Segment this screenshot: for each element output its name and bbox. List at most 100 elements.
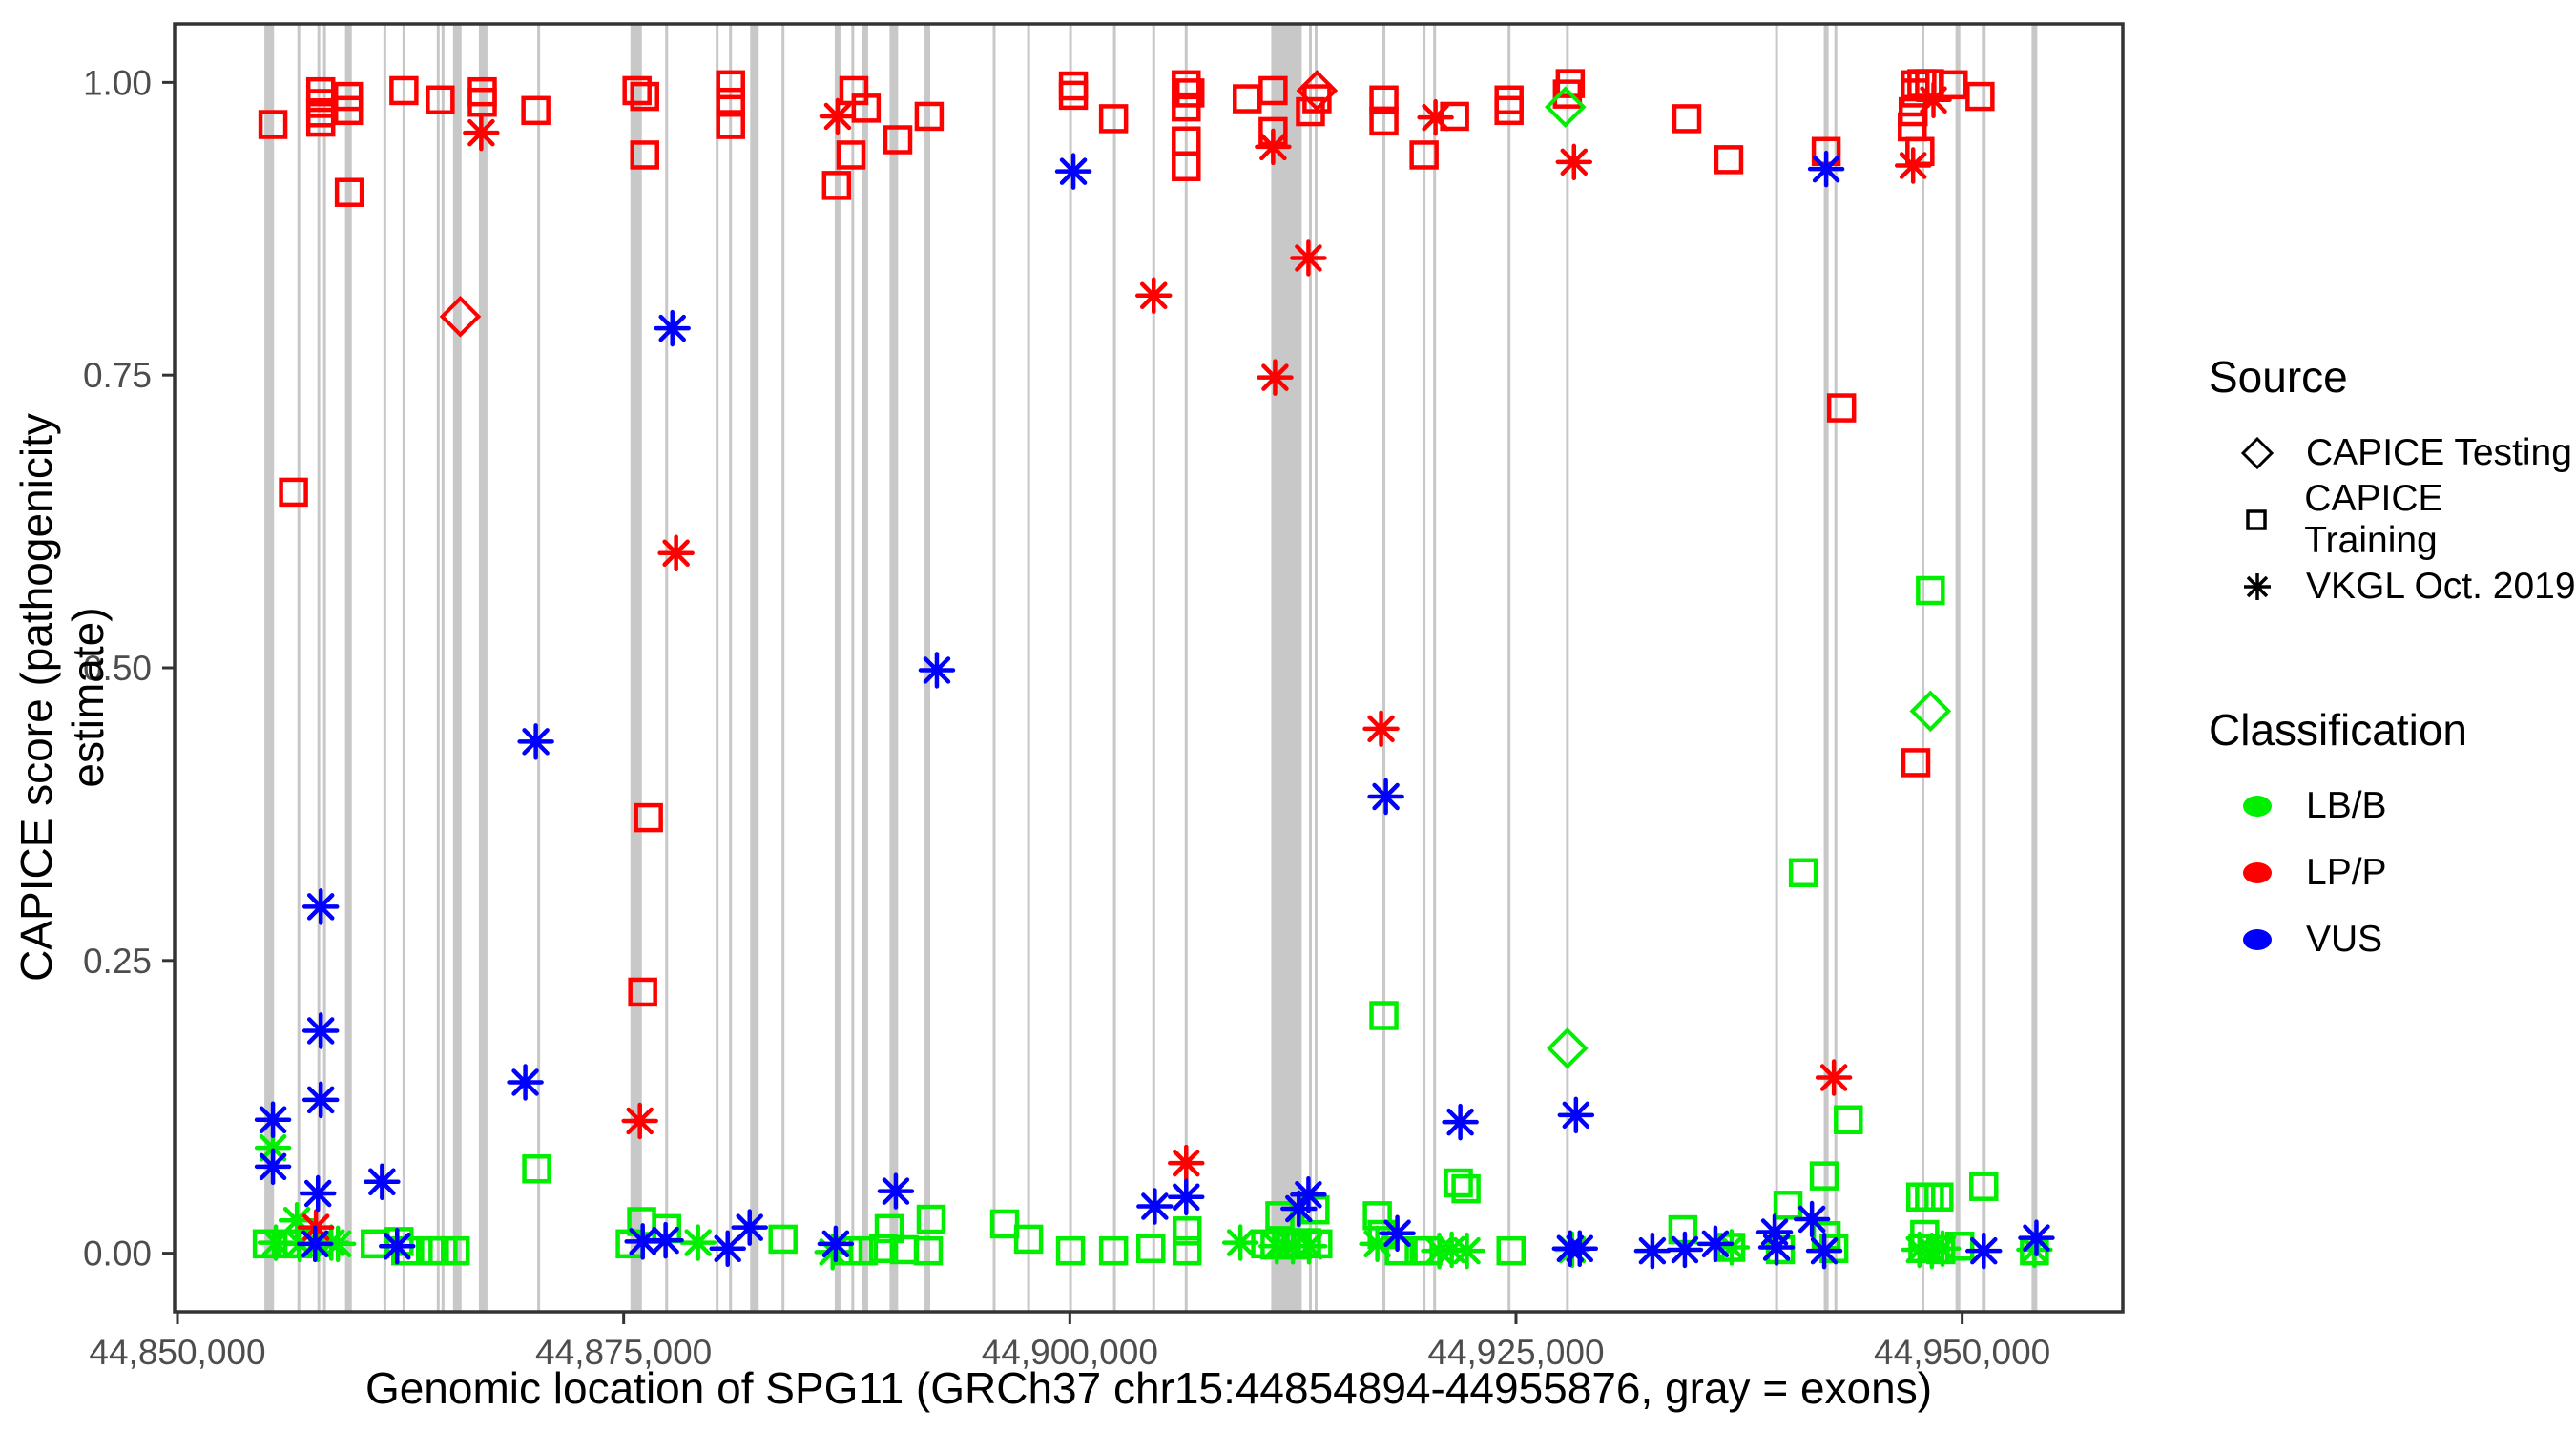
data-point-asterisk (254, 1148, 292, 1186)
exon-bar (851, 24, 855, 1312)
data-point-square (522, 1154, 551, 1184)
exon-bar (2031, 24, 2038, 1312)
data-point-square (258, 110, 288, 139)
data-point-asterisk (1290, 239, 1327, 277)
data-point-asterisk (1713, 1229, 1751, 1266)
exon-bar (1921, 24, 1924, 1312)
data-point-square (1788, 858, 1818, 888)
legend-item-vkgl: VKGL Oct. 2019 (2209, 553, 2576, 620)
legend-item-label: LP/P (2306, 852, 2387, 893)
data-point-asterisk (647, 1221, 684, 1259)
data-point-asterisk (814, 1234, 851, 1271)
data-point-square (1905, 1182, 1936, 1212)
data-point-square (1494, 95, 1524, 126)
data-point-square (768, 1224, 798, 1255)
data-point-asterisk (1666, 1231, 1704, 1269)
data-point-asterisk (1359, 1225, 1396, 1263)
data-point-square (1098, 104, 1129, 134)
exon-bar (297, 24, 301, 1312)
red-dot-icon (2233, 852, 2281, 894)
data-point-asterisk (1633, 1232, 1672, 1270)
data-point-asterisk (1367, 778, 1404, 816)
exon-bar (1271, 24, 1302, 1312)
data-point-square (1258, 75, 1288, 106)
x-axis-tick-label: 44,900,000 (982, 1333, 1158, 1372)
data-point-square (333, 95, 364, 126)
exon-bar (1775, 24, 1778, 1312)
data-point-asterisk (1379, 1214, 1416, 1253)
data-point-asterisk (1290, 1176, 1327, 1213)
legend-item-label: VKGL Oct. 2019 (2306, 566, 2576, 607)
exon-bar (478, 24, 488, 1312)
data-point-asterisk (1894, 147, 1932, 184)
data-point-diamond (1296, 70, 1339, 112)
data-point-square (836, 140, 866, 170)
data-point-square (821, 171, 852, 200)
data-point-asterisk (1362, 710, 1400, 748)
y-axis-tick-label: 0.25 (83, 942, 152, 981)
data-point-square (1135, 1234, 1166, 1263)
data-point-square (630, 140, 659, 170)
legend-source-title: Source (2209, 352, 2348, 402)
exon-bar (834, 24, 841, 1312)
x-axis-title: Genomic location of SPG11 (GRCh37 chr15:… (364, 1363, 1933, 1413)
data-point-square (1172, 92, 1201, 122)
data-point-square (1916, 575, 1945, 606)
data-point-square (1296, 96, 1325, 127)
data-point-asterisk (2018, 1219, 2055, 1256)
exon-bar (1982, 24, 1986, 1312)
data-point-square (1172, 1216, 1202, 1246)
data-point-asterisk (657, 534, 695, 571)
exon-bar (537, 24, 541, 1312)
data-point-square (1969, 1172, 1999, 1201)
exon-bar (1112, 24, 1116, 1312)
data-point-square (389, 75, 419, 106)
exon-bar (924, 24, 931, 1312)
x-axis-tick-label: 44,875,000 (535, 1333, 712, 1372)
data-point-square (1451, 1173, 1481, 1204)
data-point-square (916, 1204, 946, 1234)
exon-bar (344, 24, 352, 1312)
data-point-asterisk (463, 114, 500, 152)
panel-border (173, 22, 2125, 1314)
data-point-asterisk (1134, 277, 1173, 314)
data-point-asterisk (621, 1102, 658, 1140)
legend-item-lbb: LB/B (2209, 773, 2576, 840)
data-point-square (914, 101, 945, 132)
data-point-square (628, 977, 657, 1007)
data-point-asterisk (379, 1228, 416, 1265)
exon-bar (1834, 24, 1838, 1312)
data-point-square (521, 95, 551, 126)
exon-bar (1433, 24, 1437, 1312)
data-point-square (1924, 1182, 1954, 1212)
exon-bar (889, 24, 899, 1312)
data-point-asterisk (918, 652, 956, 689)
data-point-square (1834, 1105, 1863, 1134)
legend-item-capice-testing: CAPICE Testing (2209, 420, 2576, 487)
data-point-square (1369, 106, 1399, 136)
exon-bar (750, 24, 759, 1312)
x-axis-tick-label: 44,950,000 (1874, 1333, 2050, 1372)
data-point-square (868, 1234, 899, 1263)
data-point-square (1369, 1001, 1399, 1030)
data-point-square (874, 1213, 904, 1244)
exon-bar (1308, 24, 1312, 1312)
data-point-asterisk (1815, 1059, 1853, 1096)
legend-item-label: CAPICE Testing (2306, 432, 2572, 473)
data-point-square (1098, 1235, 1129, 1266)
data-point-asterisk (1221, 1224, 1259, 1261)
legend-item-lpp: LP/P (2209, 840, 2576, 906)
data-point-square (1939, 70, 1968, 100)
exon-bar (665, 24, 669, 1312)
data-point-asterisk (877, 1172, 915, 1210)
data-point-asterisk (819, 97, 857, 135)
blue-dot-icon (2233, 919, 2281, 961)
y-axis-tick-label: 0.75 (83, 356, 152, 395)
data-point-diamond (1547, 1027, 1589, 1069)
exon-bar (317, 24, 321, 1312)
data-point-square (1965, 81, 1995, 112)
data-point-square (848, 1235, 879, 1266)
data-point-asterisk (1915, 81, 1952, 119)
data-point-asterisk (1054, 153, 1092, 190)
data-point-square (630, 81, 659, 112)
